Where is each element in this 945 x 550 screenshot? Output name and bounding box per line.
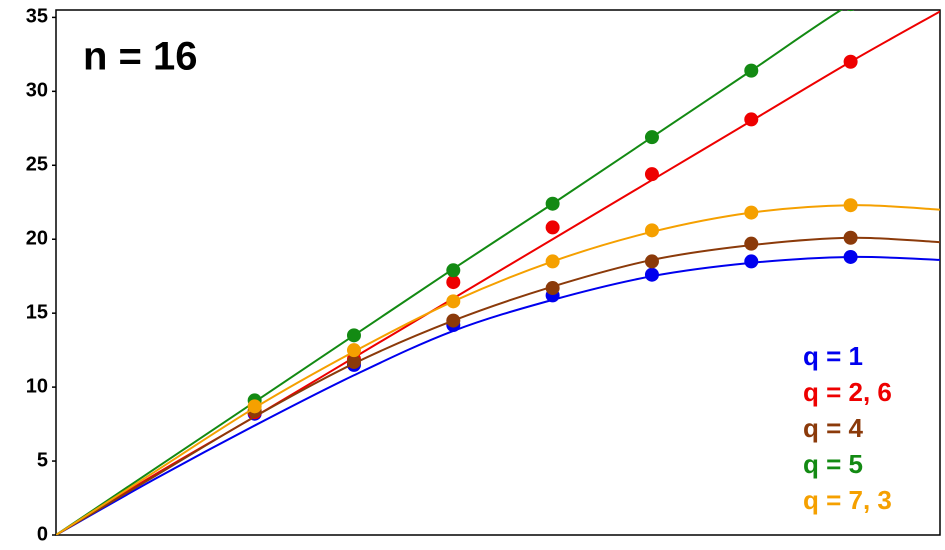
data-point [744, 254, 759, 269]
legend-entry: q = 7, 3 [803, 485, 892, 515]
data-point [744, 236, 759, 251]
data-point [846, 10, 855, 12]
data-point [545, 196, 560, 211]
data-point [644, 167, 659, 182]
fit-line [56, 236, 940, 535]
data-point [247, 399, 262, 414]
y-tick-label: 35 [26, 6, 48, 28]
data-point [744, 205, 759, 220]
data-point [744, 63, 759, 78]
fit-line [56, 10, 843, 535]
data-point [644, 254, 659, 269]
y-tick-label: 15 [26, 301, 48, 323]
y-tick-label: 5 [37, 449, 48, 471]
plot-frame [55, 9, 941, 536]
data-point [446, 294, 461, 309]
data-point [446, 313, 461, 328]
plot-area [56, 10, 940, 535]
y-tick-label: 20 [26, 228, 48, 250]
data-point [545, 220, 560, 235]
y-tick-label: 0 [37, 523, 48, 545]
data-point [446, 275, 461, 290]
fit-line [56, 255, 940, 535]
data-point [843, 198, 858, 213]
legend-entry: q = 2, 6 [803, 377, 892, 407]
data-point [644, 223, 659, 238]
data-point [545, 281, 560, 296]
data-point [545, 254, 560, 269]
legend-entry: q = 1 [803, 341, 863, 371]
data-point [843, 230, 858, 245]
annotation: n = 16 [83, 35, 198, 79]
data-point [644, 267, 659, 282]
data-point [346, 354, 361, 369]
data-point [346, 328, 361, 343]
data-point [843, 54, 858, 69]
y-tick-label: 25 [26, 154, 48, 176]
y-tick-label: 10 [26, 375, 48, 397]
data-point [843, 249, 858, 264]
data-point [446, 263, 461, 278]
legend-entry: q = 5 [803, 449, 863, 479]
fit-line [56, 204, 940, 535]
data-point [346, 343, 361, 358]
data-point [744, 112, 759, 127]
y-tick-label: 30 [26, 80, 48, 102]
legend-entry: q = 4 [803, 413, 864, 443]
data-point [644, 130, 659, 145]
